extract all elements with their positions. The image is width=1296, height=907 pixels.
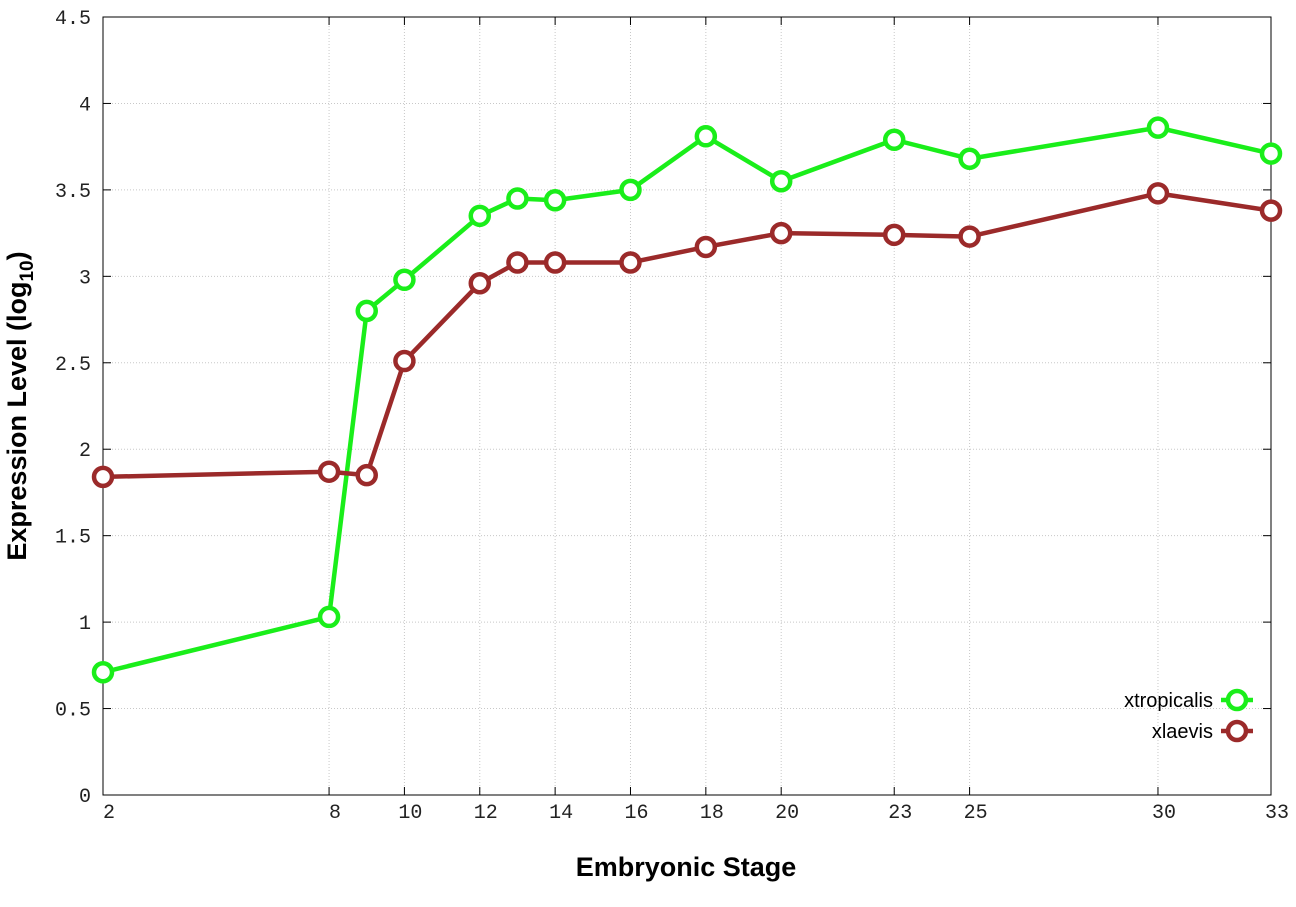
y-tick-label: 3.5 — [55, 181, 91, 204]
y-tick-label: 3 — [79, 267, 91, 290]
data-point — [543, 251, 567, 274]
data-point — [1146, 116, 1170, 139]
y-tick-label: 1.5 — [55, 527, 91, 550]
data-point — [317, 605, 341, 629]
x-tick-label: 30 — [1152, 802, 1176, 825]
legend-item: xlaevis — [1152, 719, 1253, 743]
y-tick-label: 0.5 — [55, 700, 91, 723]
data-point — [619, 178, 642, 202]
y-tick-label: 4 — [79, 94, 91, 117]
data-point — [91, 465, 115, 489]
legend-item: xtropicalis — [1124, 688, 1253, 712]
y-tick-label: 2 — [79, 440, 91, 463]
x-tick-label: 23 — [888, 802, 912, 825]
data-point — [882, 223, 906, 247]
data-point — [958, 147, 981, 171]
y-tick-label: 1 — [79, 613, 91, 636]
x-tick-label: 16 — [624, 802, 648, 825]
data-point — [694, 235, 718, 259]
data-point — [769, 169, 793, 193]
x-tick-label: 8 — [329, 802, 341, 825]
data-point — [694, 125, 718, 148]
data-point — [1259, 142, 1283, 165]
data-point — [468, 204, 492, 228]
data-point — [91, 660, 115, 684]
y-axis-title: Expression Level (log10) — [2, 251, 38, 560]
data-point — [619, 251, 642, 274]
x-tick-label: 10 — [398, 802, 422, 825]
x-tick-label: 14 — [549, 802, 573, 825]
y-tick-label: 4.5 — [55, 8, 91, 31]
series-xlaevis — [91, 182, 1283, 489]
legend-marker — [1225, 688, 1249, 712]
x-axis-title: Embryonic Stage — [576, 852, 797, 882]
x-tick-label: 20 — [775, 802, 799, 825]
data-point — [543, 189, 567, 212]
grid — [103, 17, 1271, 795]
data-point — [506, 187, 529, 210]
y-tick-label: 2.5 — [55, 354, 91, 377]
axis-ticks: 0 0.5 1 1.5 2 2.5 3 3.5 4 4.5 2 8 10 12 14 16 18 20 23 25 30… — [55, 8, 1289, 825]
data-point — [882, 128, 906, 152]
legend: xtropicalis xlaevis — [1124, 688, 1253, 743]
x-tick-label: 33 — [1265, 802, 1289, 825]
data-point — [355, 463, 378, 487]
y-axis-title-main: Expression Level (log — [2, 282, 32, 561]
legend-label: xtropicalis — [1124, 690, 1213, 712]
series-group — [91, 116, 1283, 684]
plot-frame — [102, 16, 1272, 796]
legend-label: xlaevis — [1152, 721, 1213, 743]
series-xtropicalis — [91, 116, 1283, 684]
y-axis-title-close: ) — [2, 251, 32, 260]
series-line — [102, 191, 1272, 480]
y-tick-label: 0 — [79, 786, 91, 809]
data-point — [1259, 199, 1283, 222]
data-point — [769, 221, 793, 245]
y-axis-title-subscript: 10 — [17, 260, 38, 281]
legend-marker — [1225, 719, 1249, 743]
data-point — [393, 268, 416, 292]
data-point — [468, 271, 492, 295]
data-point — [1146, 182, 1170, 205]
data-point — [393, 349, 416, 373]
data-point — [355, 299, 378, 323]
data-point — [958, 225, 981, 248]
data-point — [317, 460, 341, 483]
x-tick-label: 25 — [964, 802, 988, 825]
x-tick-label: 2 — [103, 802, 115, 825]
x-tick-label: 12 — [474, 802, 498, 825]
data-point — [506, 251, 529, 274]
x-tick-label: 18 — [700, 802, 724, 825]
